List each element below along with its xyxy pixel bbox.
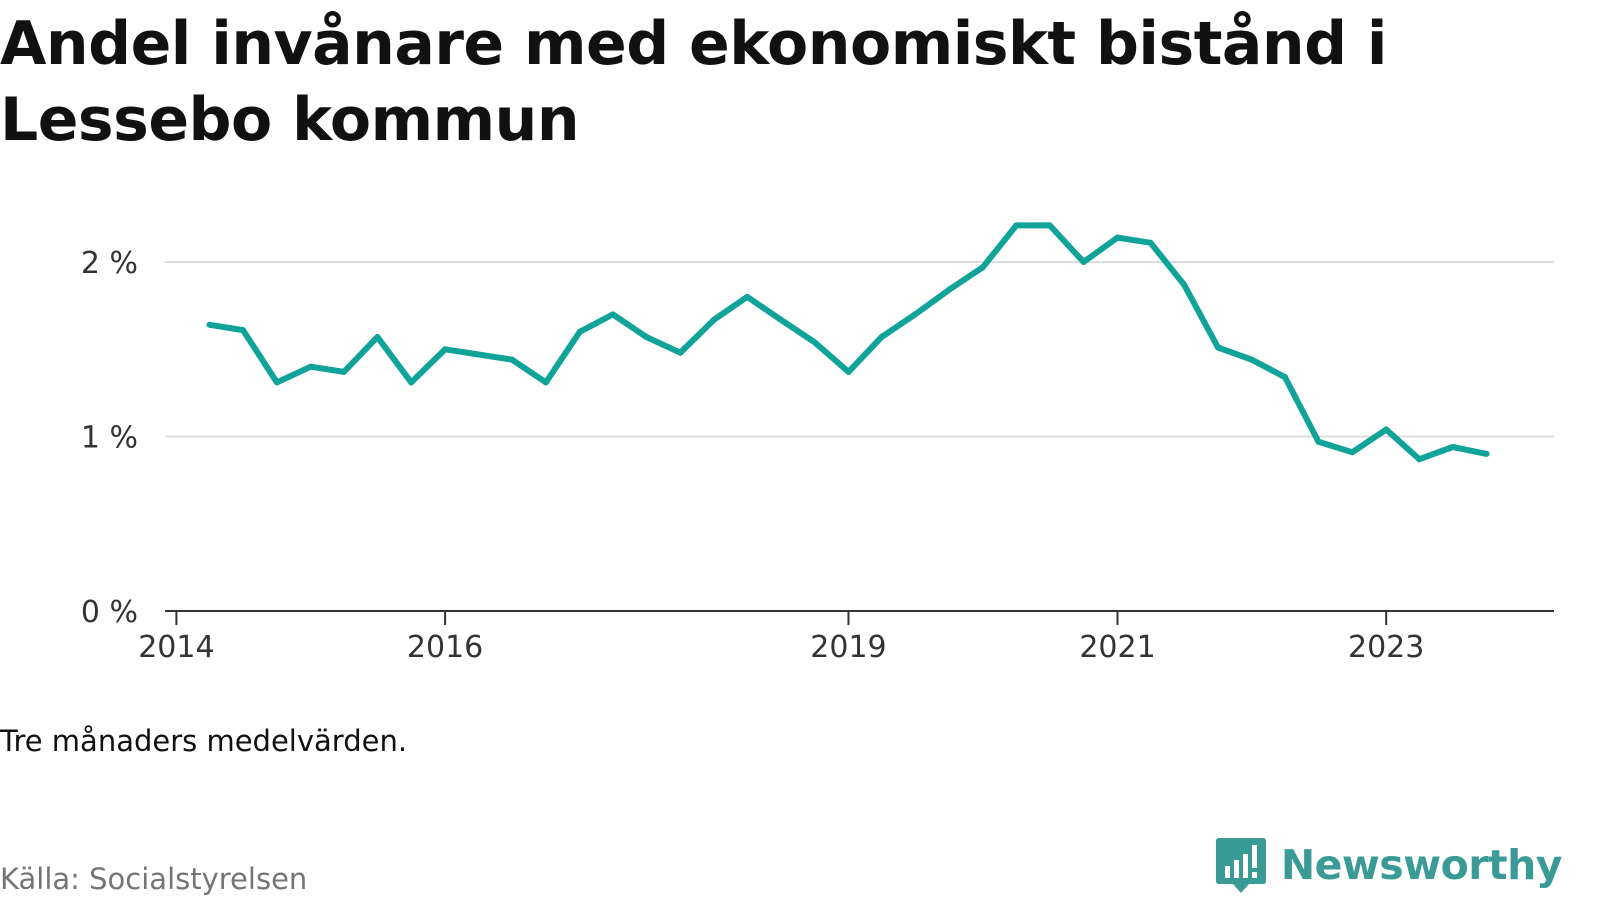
data-point <box>744 293 751 300</box>
x-tick-label: 2014 <box>138 630 214 665</box>
data-point <box>206 321 213 328</box>
data-point <box>1349 449 1356 456</box>
data-point <box>1147 239 1154 246</box>
data-point <box>677 349 684 356</box>
data-point <box>1248 356 1255 363</box>
newsworthy-brand: Newsworthy <box>1215 836 1563 894</box>
data-point <box>509 356 516 363</box>
data-point <box>576 328 583 335</box>
data-point <box>374 334 381 340</box>
data-point <box>643 334 650 340</box>
data-point <box>1013 222 1020 229</box>
data-point <box>979 264 986 271</box>
data-point <box>1383 426 1390 433</box>
data-point <box>1282 374 1288 381</box>
data-point <box>1080 259 1087 265</box>
y-axis-ticks: 0 % 1 % 2 % <box>81 246 138 630</box>
data-point <box>1181 281 1188 288</box>
data-points <box>206 222 1490 463</box>
data-point <box>442 346 449 353</box>
chart-title: Andel invånare med ekonomiskt bistånd i … <box>0 9 1387 155</box>
data-point <box>1449 444 1456 450</box>
data-point <box>240 327 246 334</box>
x-tick-label: 2023 <box>1348 630 1424 665</box>
data-point <box>777 316 784 323</box>
data-point <box>878 334 885 340</box>
data-point <box>1483 450 1490 457</box>
y-tick-label: 0 % <box>81 595 138 630</box>
data-point <box>273 379 280 386</box>
series-line <box>209 222 1488 463</box>
x-tick-label: 2016 <box>407 630 483 665</box>
source-credit: Källa: Socialstyrelsen <box>0 862 308 896</box>
data-point <box>811 339 818 346</box>
chart-note: Tre månaders medelvärden. <box>0 724 408 758</box>
y-tick-label: 1 % <box>81 421 138 456</box>
data-point <box>845 368 852 375</box>
data-point <box>711 316 718 323</box>
data-point <box>475 351 482 358</box>
data-point <box>1416 456 1423 463</box>
x-tick-label: 2019 <box>810 630 886 665</box>
data-point <box>1215 344 1221 351</box>
data-point <box>340 368 347 375</box>
y-tick-label: 2 % <box>81 246 138 281</box>
data-point <box>1046 222 1053 229</box>
data-point <box>1315 438 1322 445</box>
data-point <box>542 379 549 386</box>
data-point <box>1114 234 1121 241</box>
data-point <box>912 311 919 318</box>
data-point <box>307 363 314 370</box>
data-point <box>945 286 952 293</box>
x-axis-ticks: 2014 2016 2019 2021 2023 <box>138 611 1424 665</box>
x-tick-label: 2021 <box>1079 630 1155 665</box>
data-point <box>609 311 616 318</box>
brand-name: Newsworthy <box>1280 841 1563 889</box>
newsworthy-logo-icon <box>1215 838 1266 893</box>
data-point <box>408 379 415 386</box>
gridlines <box>165 261 1554 438</box>
